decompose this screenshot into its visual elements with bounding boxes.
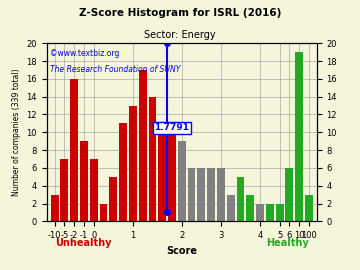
Y-axis label: Number of companies (339 total): Number of companies (339 total) <box>12 69 21 196</box>
Text: Z-Score Histogram for ISRL (2016): Z-Score Histogram for ISRL (2016) <box>79 8 281 18</box>
Bar <box>109 177 117 221</box>
Text: 1.7791: 1.7791 <box>154 123 189 132</box>
Bar <box>168 132 176 221</box>
Bar <box>197 168 205 221</box>
Bar <box>129 106 137 221</box>
Bar <box>158 123 166 221</box>
Bar <box>178 141 186 221</box>
Bar <box>237 177 244 221</box>
Bar <box>207 168 215 221</box>
Bar <box>90 159 98 221</box>
Bar <box>217 168 225 221</box>
Bar <box>100 204 107 221</box>
Text: Healthy: Healthy <box>266 238 309 248</box>
X-axis label: Score: Score <box>166 246 197 256</box>
Bar <box>295 52 303 221</box>
Bar <box>285 168 293 221</box>
Bar <box>276 204 284 221</box>
Bar <box>188 168 195 221</box>
Bar <box>149 97 156 221</box>
Text: Sector: Energy: Sector: Energy <box>144 30 216 40</box>
Bar <box>305 195 313 221</box>
Bar <box>227 195 235 221</box>
Bar <box>60 159 68 221</box>
Text: The Research Foundation of SUNY: The Research Foundation of SUNY <box>50 65 180 74</box>
Bar <box>80 141 88 221</box>
Text: Unhealthy: Unhealthy <box>55 238 111 248</box>
Bar <box>266 204 274 221</box>
Bar <box>119 123 127 221</box>
Bar <box>139 70 147 221</box>
Bar <box>256 204 264 221</box>
Bar <box>70 79 78 221</box>
Text: ©www.textbiz.org: ©www.textbiz.org <box>50 49 119 58</box>
Bar <box>51 195 59 221</box>
Bar <box>246 195 254 221</box>
